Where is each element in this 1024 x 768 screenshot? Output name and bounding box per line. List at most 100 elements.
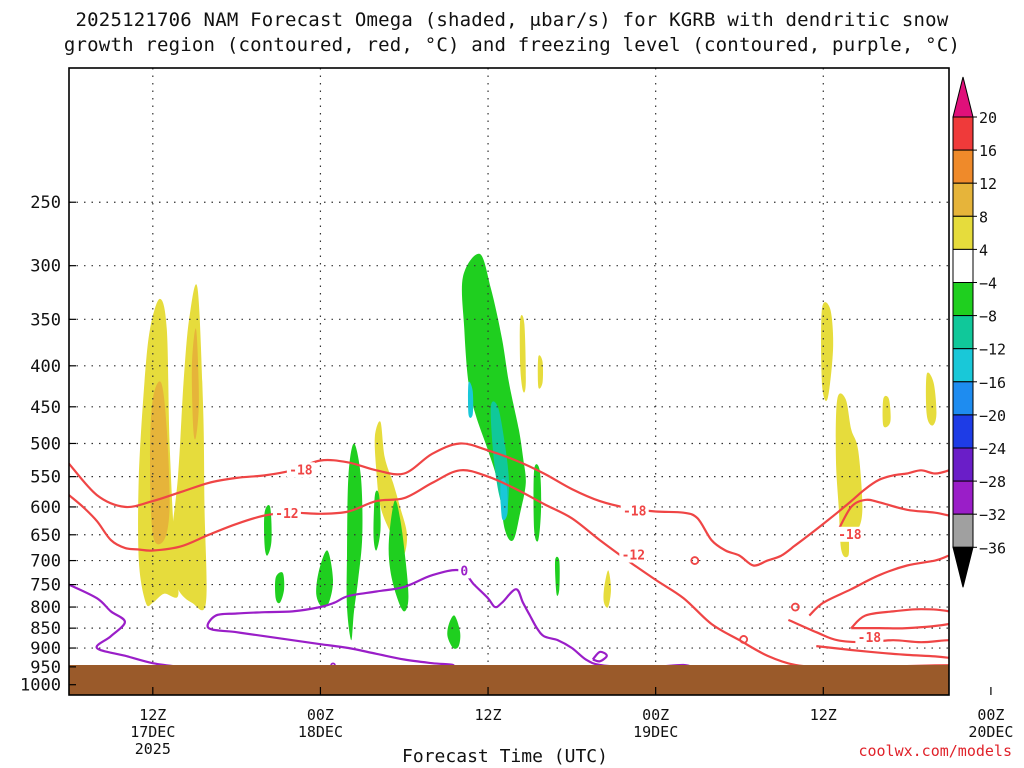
colorbar-bin-7 bbox=[952, 348, 974, 383]
contour-label-9: 0 bbox=[460, 564, 468, 579]
chart-title-line-1: 2025121706 NAM Forecast Omega (shaded, μ… bbox=[75, 9, 949, 31]
omega-region-7 bbox=[603, 570, 611, 608]
y-tick-label-600: 600 bbox=[30, 498, 61, 518]
colorbar-label-7: −12 bbox=[979, 341, 1006, 359]
x-tick-label-18-1: 18DEC bbox=[298, 723, 343, 741]
contour-label-6: -12 bbox=[978, 649, 1001, 664]
colorbar-bin-10 bbox=[952, 447, 974, 482]
omega-region-5 bbox=[519, 315, 526, 393]
omega-region-40 bbox=[467, 381, 474, 418]
x-tick-label-6-2: 2025 bbox=[135, 740, 171, 758]
omega-region-22 bbox=[447, 615, 461, 649]
colorbar-over-arrow bbox=[952, 76, 974, 118]
y-tick-label-900: 900 bbox=[30, 639, 61, 659]
contour-mark-2 bbox=[739, 635, 749, 644]
contour-label-bg-0 bbox=[286, 462, 315, 478]
colorbar-bin-6 bbox=[952, 315, 974, 350]
omega-region-2 bbox=[150, 381, 170, 545]
omega-region-20 bbox=[275, 572, 285, 604]
colorbar-label-8: −16 bbox=[979, 374, 1006, 392]
colorbar-label-2: 12 bbox=[979, 175, 997, 193]
colorbar-label-10: −24 bbox=[979, 440, 1006, 458]
colorbar-label-11: −28 bbox=[979, 473, 1006, 491]
omega-region-8 bbox=[821, 302, 834, 402]
omega-region-39 bbox=[500, 478, 508, 521]
grid-layer bbox=[69, 68, 949, 695]
x-tick-label-54-0: 12Z bbox=[810, 706, 837, 724]
y-tick-label-550: 550 bbox=[30, 468, 61, 488]
y-axis: 2503003504004505005506006507007508008509… bbox=[20, 193, 76, 696]
colorbar-bin-4 bbox=[952, 248, 974, 283]
omega-region-11 bbox=[925, 372, 937, 426]
colorbar-bin-1 bbox=[952, 149, 974, 184]
contour-label-0: -18 bbox=[289, 463, 313, 478]
colorbar: 20 16 12 8 4 −4 −8 −12 −16 −20 −24 −28 −32 −36 bbox=[952, 76, 1006, 588]
omega-region-10 bbox=[882, 395, 891, 428]
x-tick-label-30-0: 12Z bbox=[475, 706, 502, 724]
contour--12c bbox=[850, 608, 949, 630]
x-axis-label: Forecast Time (UTC) bbox=[402, 746, 608, 767]
colorbar-bin-9 bbox=[952, 414, 974, 449]
omega-region-1 bbox=[169, 284, 207, 611]
contour-label-4: -18 bbox=[838, 528, 862, 543]
colorbar-under-arrow bbox=[952, 546, 974, 588]
colorbar-label-12: −32 bbox=[979, 506, 1006, 524]
colorbar-bin-0 bbox=[952, 116, 974, 151]
omega-region-12 bbox=[998, 587, 1007, 616]
contour-label-bg-1 bbox=[272, 505, 301, 521]
contour--12b bbox=[836, 498, 949, 533]
contour-label-1: -12 bbox=[275, 507, 298, 522]
y-tick-label-450: 450 bbox=[30, 398, 61, 418]
x-tick-label-18-0: 00Z bbox=[307, 706, 334, 724]
y-tick-label-750: 750 bbox=[30, 576, 61, 596]
y-tick-label-950: 950 bbox=[30, 658, 61, 678]
x-tick-label-6-1: 17DEC bbox=[130, 723, 175, 741]
x-tick-label-66-1: 20DEC bbox=[968, 723, 1013, 741]
contour-mark-1 bbox=[790, 602, 800, 612]
contour-label-bg-6 bbox=[976, 648, 1004, 663]
omega-shading-layer bbox=[138, 253, 1007, 649]
omega-region-18 bbox=[388, 500, 409, 612]
omega-region-27 bbox=[988, 579, 994, 613]
colorbar-bin-8 bbox=[952, 381, 974, 416]
omega-region-24 bbox=[554, 556, 560, 596]
omega-region-9 bbox=[835, 393, 863, 558]
chart-title-line-2: growth region (contoured, red, °C) and f… bbox=[63, 34, 961, 56]
plot-frame bbox=[68, 67, 950, 696]
colorbar-bin-11 bbox=[952, 480, 974, 515]
y-tick-label-250: 250 bbox=[30, 193, 61, 213]
colorbar-label-0: 20 bbox=[979, 109, 997, 127]
contour--18b bbox=[808, 554, 949, 617]
x-tick-label-42-1: 19DEC bbox=[633, 723, 678, 741]
colorbar-label-13: −36 bbox=[979, 539, 1006, 557]
terrain-band bbox=[69, 665, 949, 695]
y-tick-label-500: 500 bbox=[30, 434, 61, 454]
y-tick-label-650: 650 bbox=[30, 526, 61, 546]
contour-0b bbox=[591, 650, 608, 663]
x-tick-label-6-0: 12Z bbox=[139, 706, 166, 724]
y-tick-label-400: 400 bbox=[30, 357, 61, 377]
contour-label-bg-2 bbox=[620, 503, 649, 519]
contour-label-3: -12 bbox=[622, 549, 645, 564]
contour-label-2: -18 bbox=[623, 505, 647, 520]
y-tick-label-700: 700 bbox=[30, 552, 61, 572]
x-tick-label-42-0: 00Z bbox=[642, 706, 669, 724]
contour-layer: -18-12-18-12-18-18-12-12-1800 bbox=[69, 442, 1004, 677]
x-tick-label-66-0: 00Z bbox=[977, 706, 1004, 724]
contour-label-bg-3 bbox=[619, 547, 648, 563]
credit-link[interactable]: coolwx.com/models bbox=[858, 742, 1012, 760]
omega-region-16 bbox=[346, 443, 363, 641]
omega-region-6 bbox=[537, 355, 544, 389]
y-tick-label-800: 800 bbox=[30, 598, 61, 618]
y-tick-label-1000: 1000 bbox=[20, 676, 61, 696]
colorbar-label-9: −20 bbox=[979, 407, 1006, 425]
contour-label-bg-9 bbox=[458, 563, 471, 579]
contour--18 bbox=[69, 442, 949, 567]
colorbar-label-6: −8 bbox=[979, 308, 997, 326]
colorbar-label-1: 16 bbox=[979, 142, 997, 160]
omega-region-23 bbox=[533, 464, 542, 542]
omega-region-21 bbox=[373, 490, 381, 551]
colorbar-label-4: 4 bbox=[979, 241, 988, 259]
